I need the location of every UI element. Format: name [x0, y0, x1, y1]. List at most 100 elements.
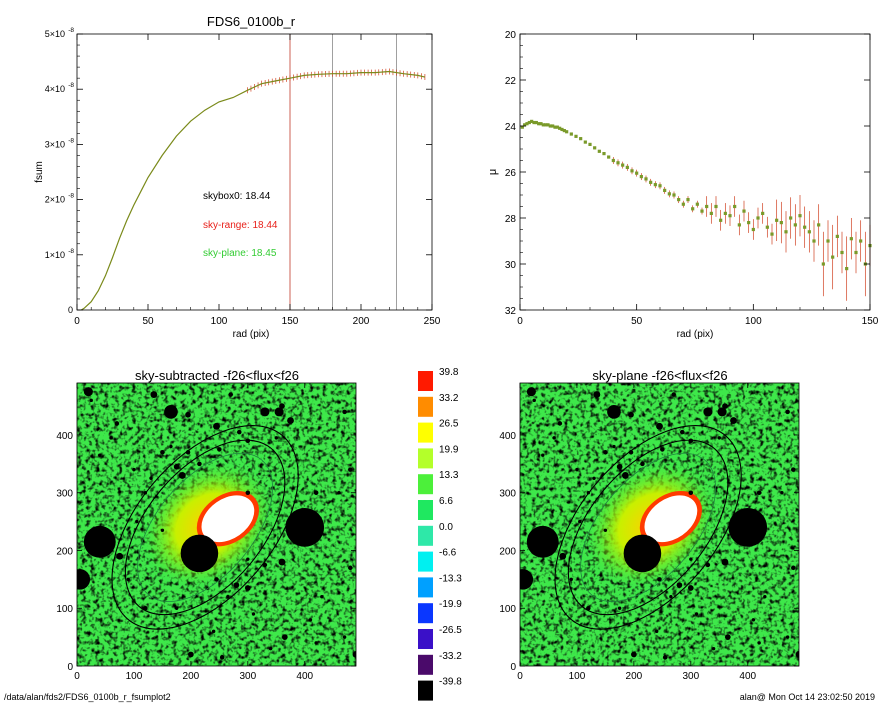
mu-point: [625, 165, 629, 169]
mu-point: [607, 155, 611, 159]
masked-source: [314, 641, 318, 645]
masked-source: [278, 558, 286, 566]
masked-source: [219, 655, 225, 660]
masked-source: [541, 453, 545, 457]
masked-source: [679, 429, 685, 435]
mu-point: [635, 171, 639, 175]
mu-point: [658, 184, 662, 188]
masked-source: [612, 444, 616, 449]
mu-point: [803, 225, 807, 229]
aperture-ellipse: [124, 439, 286, 616]
mu-point: [588, 142, 592, 146]
masked-source: [285, 508, 325, 547]
mu-point: [854, 250, 858, 255]
masked-source: [160, 528, 165, 532]
mu-point: [644, 177, 648, 181]
image-y-tick-label: 0: [510, 662, 516, 673]
masked-source: [89, 398, 93, 403]
fsum-y-tick-exponent: -8: [68, 27, 74, 34]
mu-point: [639, 175, 643, 179]
fsum-x-tick-label: 150: [282, 316, 299, 327]
masked-source: [114, 421, 120, 426]
mu-point: [728, 214, 732, 218]
colorbar-swatch: [418, 525, 433, 546]
mu-point: [527, 120, 531, 125]
mu-point: [798, 214, 802, 218]
mu-point: [789, 216, 793, 220]
image-y-tick-label: 200: [56, 546, 73, 557]
annotation-skybox0: skybox0: 18.44: [203, 191, 271, 202]
masked-source: [185, 411, 191, 418]
masked-source: [116, 552, 124, 560]
mu-point: [546, 123, 550, 127]
image-content: [520, 383, 799, 666]
mu-point: [705, 204, 709, 209]
masked-source: [103, 551, 108, 556]
masked-source: [751, 618, 756, 622]
masked-source: [662, 655, 668, 660]
masked-source: [268, 646, 273, 651]
colorbar-label: 13.3: [439, 470, 459, 481]
mu-point: [574, 134, 578, 138]
colorbar-label: -13.3: [439, 573, 462, 584]
image-y-tick-label: 300: [56, 489, 73, 500]
mu-point: [723, 211, 727, 215]
mu-point: [565, 130, 569, 134]
image-y-tick-label: 300: [499, 489, 516, 500]
masked-source: [721, 558, 729, 566]
masked-source: [569, 577, 573, 582]
mu-point: [548, 124, 552, 128]
mu-point: [859, 239, 863, 243]
mu-point: [616, 161, 620, 165]
masked-source: [197, 461, 202, 467]
mu-xlabel: rad (pix): [677, 329, 714, 340]
mu-point: [812, 239, 816, 243]
fsum-y-tick-exponent: -8: [68, 248, 74, 255]
masked-source: [150, 391, 158, 398]
annotation-sky-range: sky-range: 18.44: [203, 220, 278, 231]
colorbar-swatch: [418, 422, 433, 443]
fsum-y-tick-exponent: -8: [68, 82, 74, 89]
masked-source: [178, 471, 186, 479]
mu-point: [714, 204, 718, 209]
colorbar-swatch: [418, 448, 433, 469]
mu-y-tick-label: 22: [505, 76, 517, 87]
mu-point: [681, 202, 685, 206]
mu-point: [695, 202, 699, 206]
fsum-ylabel: fsum: [34, 161, 45, 183]
mu-point: [737, 223, 741, 227]
mu-y-tick-label: 30: [505, 260, 517, 271]
mu-point: [761, 211, 765, 215]
masked-source: [669, 594, 673, 599]
colorbar-swatch: [418, 629, 433, 649]
masked-source: [348, 565, 353, 571]
masked-source: [213, 422, 220, 430]
mu-point: [779, 221, 783, 225]
image-y-tick-label: 100: [499, 604, 516, 615]
colorbar-label: 0.0: [439, 522, 453, 533]
masked-source: [337, 491, 341, 495]
mu-point: [579, 137, 583, 141]
masked-source: [657, 577, 662, 582]
masked-source: [628, 411, 634, 418]
fsum-x-tick-label: 50: [142, 316, 154, 327]
colorbar-label: -6.6: [439, 548, 457, 559]
mu-point: [845, 267, 849, 271]
masked-source: [214, 577, 219, 582]
mu-point: [807, 230, 811, 234]
masked-source: [676, 582, 683, 588]
masked-source: [160, 450, 165, 455]
image-y-tick-label: 100: [56, 604, 73, 615]
masked-source: [526, 525, 559, 558]
masked-source: [795, 651, 799, 658]
mu-point: [541, 123, 545, 127]
mu-point: [775, 218, 779, 222]
fsum-y-tick-label: 1×10: [45, 250, 65, 260]
masked-source: [174, 606, 179, 610]
masked-source: [246, 557, 250, 561]
mu-point: [756, 216, 760, 220]
mu-point: [649, 180, 653, 184]
fsum-y-tick-label: 3×10: [45, 139, 65, 149]
masked-source: [687, 585, 694, 591]
colorbar-swatch: [418, 371, 433, 391]
